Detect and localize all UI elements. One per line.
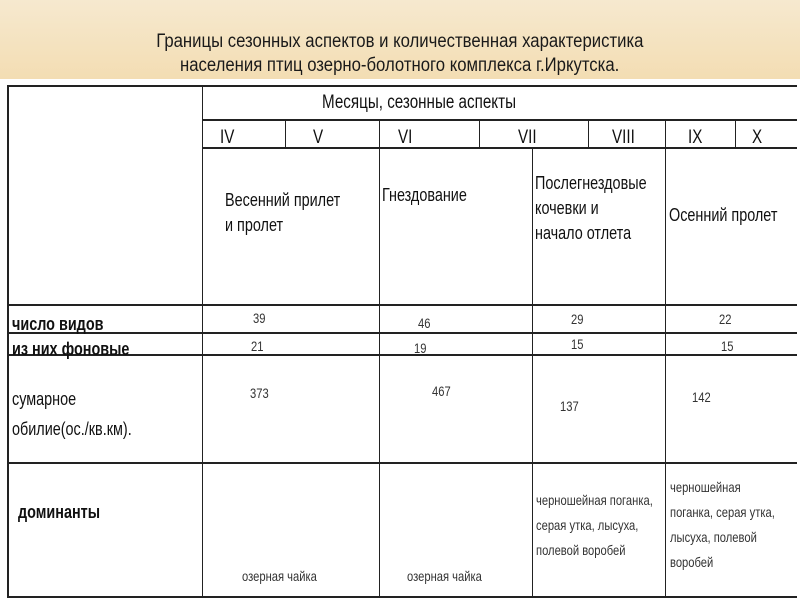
month-label: VII: [518, 127, 537, 148]
month-label: IV: [220, 127, 235, 148]
cell-dominants: черношейная поганка, серая утка, лысуха,…: [536, 492, 653, 558]
cell-value: 29: [571, 311, 584, 327]
divider: [735, 119, 736, 148]
divider: [7, 354, 797, 356]
divider: [588, 119, 589, 148]
aspect-autumn: Осенний пролет: [669, 205, 778, 225]
month-label: X: [752, 127, 763, 148]
divider: [479, 119, 480, 148]
month-label: VI: [398, 127, 413, 148]
divider: [202, 85, 203, 598]
divider: [379, 119, 380, 598]
title-band: [0, 0, 800, 79]
cell-value: 15: [721, 338, 734, 354]
cell-value: 15: [571, 336, 584, 352]
divider: [285, 119, 286, 148]
cell-value: 21: [251, 338, 264, 354]
cell-value: 137: [560, 398, 579, 414]
row-label-species: число видов: [12, 314, 104, 334]
divider: [202, 147, 797, 149]
aspect-spring: Весенний прилет и пролет: [225, 190, 341, 235]
cell-value: 22: [719, 311, 732, 327]
month-label: IX: [688, 127, 703, 148]
cell-value: 19: [414, 340, 427, 356]
row-label-background: из них фоновые: [12, 339, 130, 359]
table-border-bottom: [7, 596, 797, 598]
table-border-left: [7, 85, 9, 598]
row-label-abundance: сумарное обилие(ос./кв.км).: [12, 389, 132, 439]
month-label: V: [313, 127, 324, 148]
row-label-dominants: доминанты: [18, 502, 101, 522]
divider: [7, 304, 797, 306]
divider: [7, 462, 797, 464]
cell-value: 373: [250, 385, 269, 401]
cell-dominants: озерная чайка: [407, 568, 482, 584]
divider: [7, 332, 797, 334]
aspect-nesting: Гнездование: [382, 185, 467, 205]
month-label: VIII: [612, 127, 635, 148]
table-border-top: [7, 85, 797, 87]
aspect-post-nesting: Послегнездовые кочевки и начало отлета: [535, 173, 647, 243]
cell-value: 46: [418, 315, 431, 331]
cell-value: 142: [692, 389, 711, 405]
divider: [202, 119, 797, 121]
cell-value: 39: [253, 310, 266, 326]
cell-value: 467: [432, 383, 451, 399]
cell-dominants: черношейная поганка, серая утка, лысуха,…: [670, 479, 775, 570]
table-header: Месяцы, сезонные аспекты: [322, 92, 517, 113]
divider: [532, 147, 533, 598]
cell-dominants: озерная чайка: [242, 568, 317, 584]
divider: [665, 119, 666, 598]
slide-title: Границы сезонных аспектов и количественн…: [156, 31, 644, 76]
